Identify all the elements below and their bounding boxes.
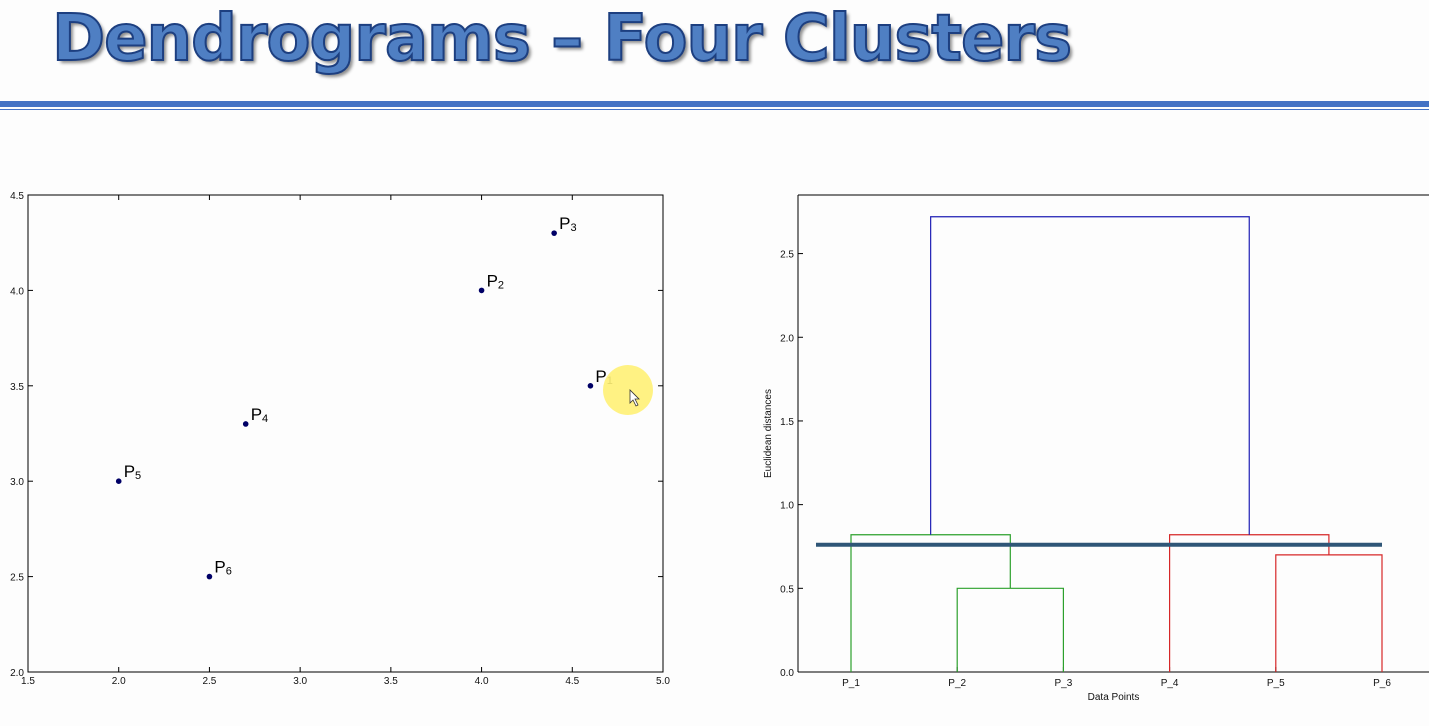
slide-title: Dendrograms – Four Clusters [51, 1, 1073, 77]
x-tick-label: 2.0 [112, 676, 126, 687]
y-tick-label: 1.5 [780, 417, 794, 428]
point-label: P5 [124, 462, 141, 482]
dendrogram-link [956, 587, 1064, 672]
leaf-label: P_4 [1161, 678, 1179, 689]
x-tick-label: 3.0 [293, 676, 307, 687]
x-tick-label: 4.5 [565, 676, 579, 687]
point-label: P6 [214, 558, 231, 578]
dendrogram-link [930, 216, 1250, 535]
mouse-pointer-icon [629, 389, 640, 407]
data-point [551, 230, 557, 236]
y-tick-label: 4.5 [10, 191, 24, 202]
leaf-label: P_6 [1373, 678, 1391, 689]
y-tick-label: 2.5 [780, 250, 794, 261]
point-label: P4 [251, 405, 268, 425]
y-tick-label: 0.0 [780, 668, 794, 679]
leaf-label: P_3 [1055, 678, 1073, 689]
y-tick-label: 1.0 [780, 501, 794, 512]
cursor-highlight [603, 365, 653, 415]
point-label: P2 [487, 271, 504, 291]
data-point [115, 478, 122, 485]
leaf-label: P_5 [1267, 678, 1285, 689]
x-axis-title: Data Points [1088, 692, 1140, 703]
title-underline [0, 101, 1429, 107]
title-underline-thin [0, 109, 1429, 110]
y-tick-label: 0.5 [780, 584, 794, 595]
point-label: P3 [559, 214, 576, 234]
y-tick-label: 3.0 [10, 477, 24, 488]
y-tick-label: 4.0 [10, 286, 24, 297]
scatter-plot-frame [27, 194, 664, 673]
leaf-label: P_1 [842, 678, 860, 689]
y-tick-label: 3.5 [10, 382, 24, 393]
scatter-chart: 1.5 2.0 2.5 3.0 3.5 4.0 4.5 5.02.02.53.03.54.04… [10, 191, 670, 687]
x-tick-label: 1.5 [21, 676, 35, 687]
x-tick-label: 4.0 [475, 676, 489, 687]
x-tick-label: 5.0 [656, 676, 670, 687]
y-axis-title: Euclidean distances [763, 389, 774, 478]
data-point [206, 573, 213, 580]
y-tick-label: 2.0 [10, 668, 24, 679]
x-tick-label: 3.5 [384, 676, 398, 687]
dendrogram-link [850, 534, 1011, 672]
data-point [242, 421, 249, 427]
x-tick-label: 2.5 [202, 676, 216, 687]
y-tick-label: 2.5 [10, 573, 24, 584]
leaf-label: P_2 [948, 678, 966, 689]
data-point [478, 287, 485, 294]
data-point [587, 383, 594, 389]
dendrogram-link [1275, 554, 1383, 672]
y-tick-label: 2.0 [780, 333, 794, 344]
